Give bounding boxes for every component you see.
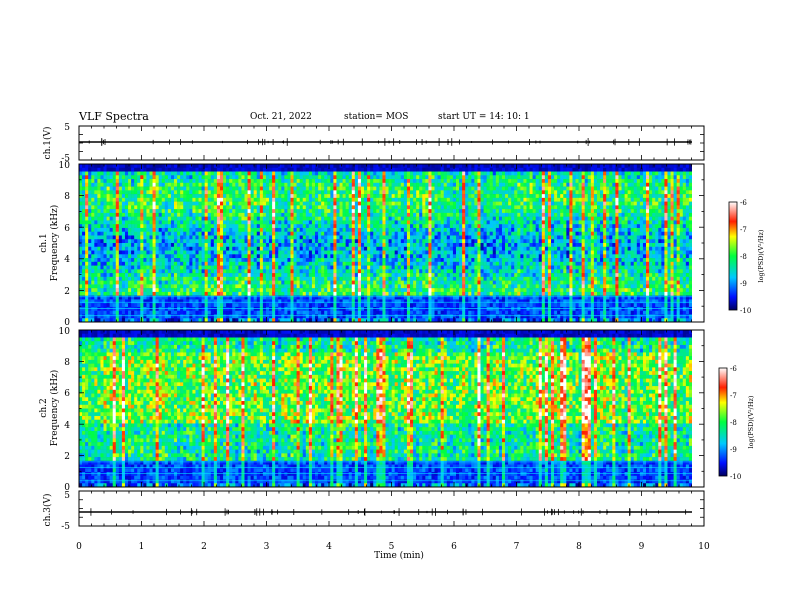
ch1-ytick-6: 6 xyxy=(64,224,70,234)
ch2-cb-tick-10: -10 xyxy=(730,473,741,481)
ch2-ytick-6: 6 xyxy=(64,389,70,399)
xtick-1: 1 xyxy=(139,542,145,552)
ch2-cb-tick-8: -8 xyxy=(730,419,737,427)
ch2-spectrogram-image xyxy=(79,330,704,488)
ch2-spectrogram-yticks: 0 2 4 6 8 10 xyxy=(59,327,71,493)
ch1-spectrogram-image xyxy=(79,164,704,323)
xtick-4: 4 xyxy=(326,542,332,552)
ch2-colorbar-gradient xyxy=(718,367,728,477)
xtick-0: 0 xyxy=(76,542,82,552)
ch2-ytick-4: 4 xyxy=(64,421,70,431)
ch2-ytick-0: 0 xyxy=(64,483,70,493)
xtick-5: 5 xyxy=(389,542,395,552)
ch1-colorbar: -6 -7 -8 -9 -10 log(PSD)(V²/Hz) xyxy=(728,199,765,315)
ch2-spectrogram-ylabel-frequency: Frequency (kHz) xyxy=(49,370,60,447)
ch2-ytick-2: 2 xyxy=(64,452,70,462)
ch2-spectrogram-ylabel-channel: ch.2 xyxy=(39,398,49,417)
date-label: Oct. 21, 2022 xyxy=(250,112,312,122)
ch1-cb-tick-7: -7 xyxy=(740,226,747,234)
ch1-spectrogram-panel xyxy=(78,163,705,323)
ch1-cb-tick-8: -8 xyxy=(740,253,747,261)
ch1-waveform-panel xyxy=(78,125,705,161)
ch2-colorbar-label: log(PSD)(V²/Hz) xyxy=(747,395,755,448)
ch1-ytick-0: 0 xyxy=(64,318,70,328)
ch1-ytick-2: 2 xyxy=(64,287,70,297)
xtick-7: 7 xyxy=(514,542,520,552)
x-tick-labels: 0 1 2 3 4 5 6 7 8 9 10 xyxy=(76,542,710,552)
ch1-cb-tick-9: -9 xyxy=(740,280,747,288)
xtick-8: 8 xyxy=(576,542,582,552)
ch3-waveform-ylabel: ch.3(V) xyxy=(42,494,53,527)
ch1-cb-tick-10: -10 xyxy=(740,307,751,315)
ch1-waveform-ylabel: ch.1(V) xyxy=(42,127,53,160)
ch1-ytick-10: 10 xyxy=(59,161,71,171)
ch1-spectrogram-ylabel-frequency: Frequency (kHz) xyxy=(49,205,60,282)
ch1-ytick-8: 8 xyxy=(64,192,70,202)
xtick-6: 6 xyxy=(451,542,457,552)
ch3-ytick-neg5: -5 xyxy=(61,522,70,532)
figure-title: VLF Spectra xyxy=(79,110,149,123)
xtick-10: 10 xyxy=(698,542,710,552)
ch2-ytick-10: 10 xyxy=(59,327,71,337)
ch2-cb-tick-9: -9 xyxy=(730,446,737,454)
ch2-colorbar: -6 -7 -8 -9 -10 log(PSD)(V²/Hz) xyxy=(718,365,755,481)
ch3-waveform-frame xyxy=(78,490,705,527)
ch2-cb-tick-6: -6 xyxy=(730,365,737,373)
ch1-cb-tick-6: -6 xyxy=(740,199,747,207)
ch3-ytick-5: 5 xyxy=(64,491,70,501)
ch1-ytick-4: 4 xyxy=(64,255,70,265)
xtick-2: 2 xyxy=(201,542,207,552)
ch1-ytick-5: 5 xyxy=(64,123,70,133)
x-axis-label: Time (min) xyxy=(374,550,424,561)
ch1-ytick-neg5: -5 xyxy=(61,154,70,164)
ch1-spectrogram-ylabel-channel: ch.1 xyxy=(39,233,49,252)
ch2-ytick-8: 8 xyxy=(64,358,70,368)
ch1-spectrogram-yticks: 0 2 4 6 8 10 xyxy=(59,161,71,328)
ch2-spectrogram-panel xyxy=(78,329,705,488)
ch1-waveform-frame xyxy=(78,125,705,161)
ch1-waveform-spikes xyxy=(88,138,692,146)
start-ut-label: start UT = 14: 10: 1 xyxy=(438,112,530,122)
axis-ticks xyxy=(78,125,705,527)
ch3-waveform-spikes xyxy=(90,508,687,516)
ch2-cb-tick-7: -7 xyxy=(730,392,737,400)
station-label: station= MOS xyxy=(344,112,409,122)
ch1-colorbar-gradient xyxy=(728,201,738,311)
xtick-3: 3 xyxy=(264,542,270,552)
ch3-waveform-panel xyxy=(78,490,705,527)
ch1-colorbar-label: log(PSD)(V²/Hz) xyxy=(757,229,765,282)
xtick-9: 9 xyxy=(639,542,645,552)
